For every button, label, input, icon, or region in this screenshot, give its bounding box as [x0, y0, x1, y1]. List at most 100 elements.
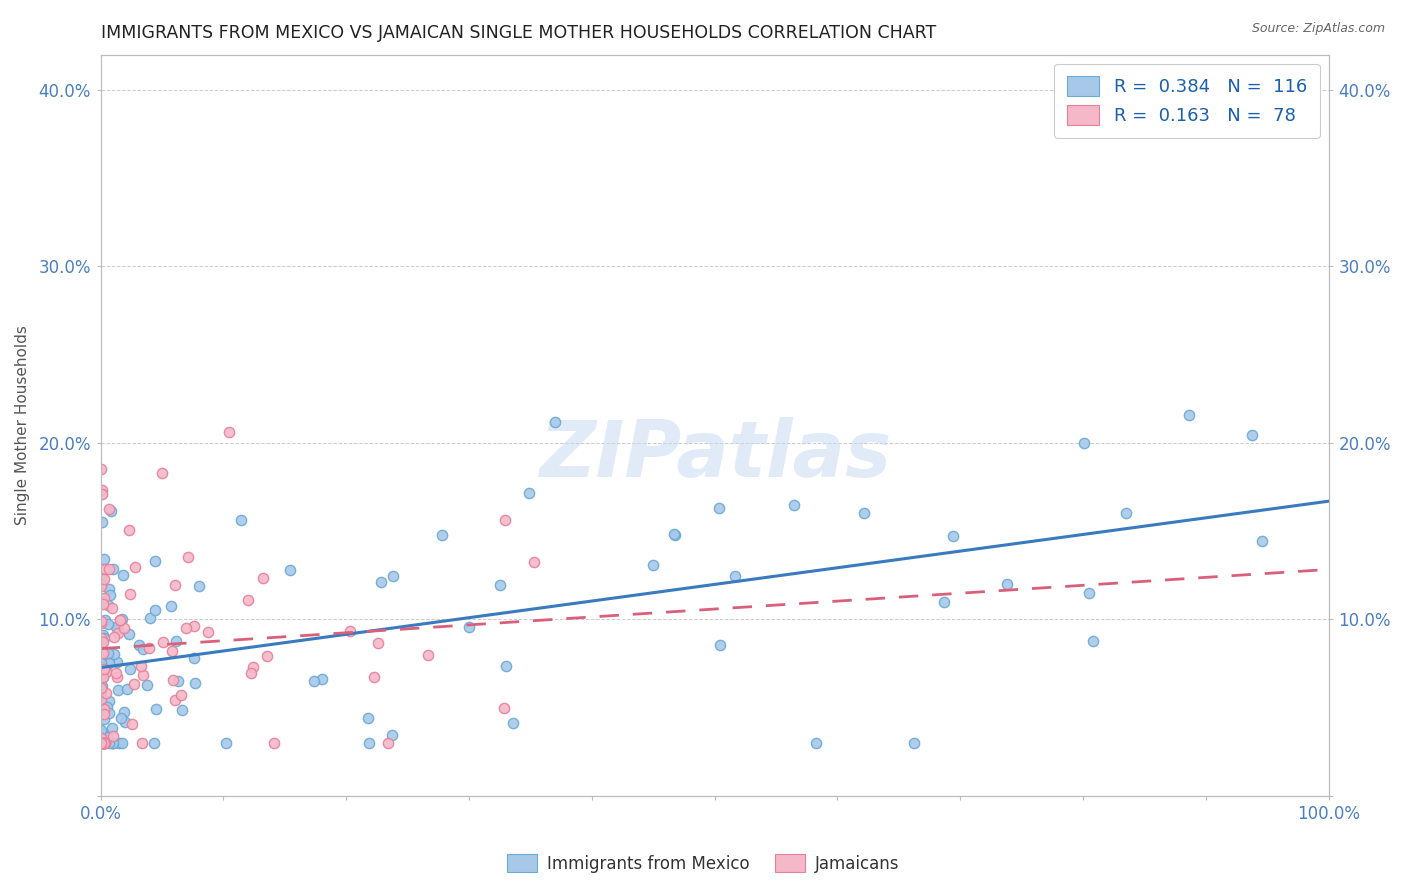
Point — [104, 665, 127, 680]
Point — [112, 567, 135, 582]
Point — [93, 572, 115, 586]
Point — [997, 576, 1019, 591]
Point — [101, 736, 124, 750]
Point — [121, 717, 143, 731]
Point — [432, 527, 454, 541]
Point — [93, 736, 115, 750]
Point — [252, 571, 274, 585]
Point — [98, 501, 121, 516]
Point — [162, 673, 184, 687]
Point — [112, 705, 135, 719]
Point — [114, 715, 136, 730]
Point — [93, 726, 115, 740]
Point — [98, 652, 121, 666]
Point — [96, 686, 118, 700]
Point — [93, 591, 115, 605]
Point — [111, 611, 134, 625]
Point — [339, 624, 361, 638]
Point — [107, 683, 129, 698]
Point — [90, 632, 112, 647]
Point — [135, 677, 157, 691]
Point — [98, 736, 121, 750]
Point — [165, 634, 187, 648]
Point — [90, 691, 112, 706]
Point — [90, 681, 112, 695]
Point — [377, 736, 399, 750]
Point — [91, 670, 114, 684]
Point — [91, 736, 114, 750]
Point — [163, 578, 186, 592]
Legend: R =  0.384   N =  116, R =  0.163   N =  78: R = 0.384 N = 116, R = 0.163 N = 78 — [1054, 63, 1320, 137]
Point — [93, 706, 115, 721]
Point — [359, 736, 381, 750]
Point — [101, 736, 124, 750]
Point — [108, 736, 131, 750]
Legend: Immigrants from Mexico, Jamaicans: Immigrants from Mexico, Jamaicans — [501, 847, 905, 880]
Point — [93, 736, 115, 750]
Point — [103, 631, 125, 645]
Point — [90, 736, 112, 750]
Point — [172, 702, 194, 716]
Point — [103, 729, 125, 743]
Point — [218, 425, 240, 439]
Point — [93, 736, 115, 750]
Point — [117, 682, 139, 697]
Point — [97, 616, 120, 631]
Point — [118, 627, 141, 641]
Point — [256, 649, 278, 664]
Point — [110, 711, 132, 725]
Point — [664, 528, 686, 542]
Point — [90, 723, 112, 737]
Point — [145, 702, 167, 716]
Point — [131, 736, 153, 750]
Point — [122, 676, 145, 690]
Point — [143, 603, 166, 617]
Point — [174, 621, 197, 635]
Point — [90, 462, 112, 476]
Point — [90, 666, 112, 681]
Point — [90, 594, 112, 608]
Point — [91, 597, 114, 611]
Point — [93, 551, 115, 566]
Text: ZIPatlas: ZIPatlas — [538, 417, 891, 492]
Point — [90, 615, 112, 630]
Point — [105, 655, 128, 669]
Point — [152, 635, 174, 649]
Point — [128, 638, 150, 652]
Point — [90, 731, 112, 746]
Point — [236, 593, 259, 607]
Point — [494, 701, 516, 715]
Point — [160, 599, 183, 614]
Point — [903, 736, 925, 750]
Point — [94, 659, 117, 673]
Point — [167, 673, 190, 688]
Point — [90, 736, 112, 750]
Point — [1178, 408, 1201, 422]
Point — [1251, 533, 1274, 548]
Point — [91, 670, 114, 684]
Point — [124, 560, 146, 574]
Point — [101, 736, 124, 750]
Point — [98, 582, 121, 596]
Point — [457, 620, 479, 634]
Point — [381, 729, 404, 743]
Point — [108, 613, 131, 627]
Point — [90, 688, 112, 702]
Point — [302, 673, 325, 688]
Point — [90, 736, 112, 750]
Point — [90, 681, 112, 695]
Point — [132, 642, 155, 657]
Point — [93, 712, 115, 726]
Point — [97, 657, 120, 671]
Point — [143, 554, 166, 568]
Point — [90, 662, 112, 676]
Point — [370, 575, 392, 590]
Point — [96, 731, 118, 745]
Point — [90, 736, 112, 750]
Point — [93, 649, 115, 664]
Point — [641, 558, 664, 572]
Point — [278, 563, 301, 577]
Text: IMMIGRANTS FROM MEXICO VS JAMAICAN SINGLE MOTHER HOUSEHOLDS CORRELATION CHART: IMMIGRANTS FROM MEXICO VS JAMAICAN SINGL… — [101, 24, 936, 42]
Point — [98, 588, 121, 602]
Point — [495, 659, 517, 673]
